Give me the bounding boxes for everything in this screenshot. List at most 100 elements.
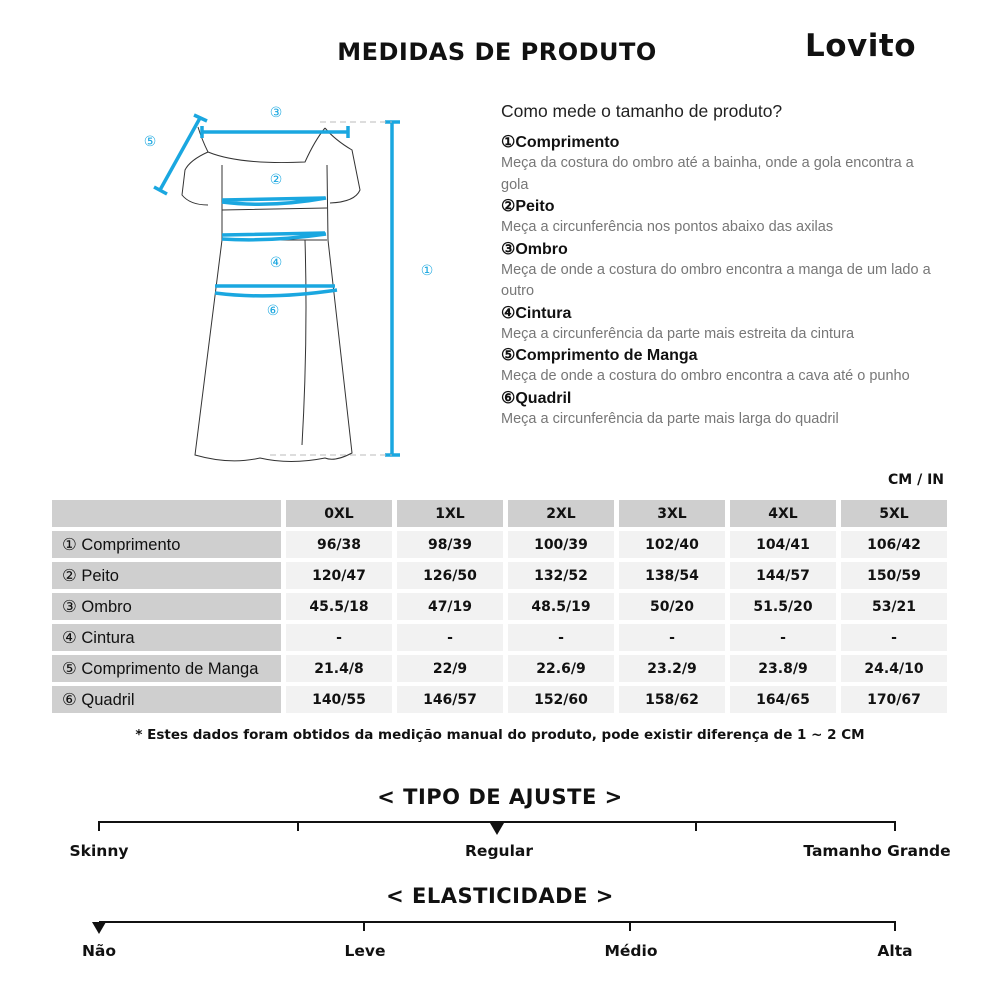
sleeve-line <box>153 113 208 196</box>
table-cell: 22.6/9 <box>508 655 614 682</box>
size-header: 2XL <box>508 500 614 527</box>
table-cell: 152/60 <box>508 686 614 713</box>
guide-item: ⑥Quadril Meça a circunferência da parte m… <box>501 388 941 431</box>
brand-logo: Lovito <box>805 28 917 64</box>
table-cell: - <box>508 624 614 651</box>
table-row: ⑥ Quadril 140/55 146/57 152/60 158/62 164/65 1… <box>52 686 947 713</box>
guide-label: ⑥Quadril <box>501 389 572 407</box>
elasticity-label-light: Leve <box>344 942 386 960</box>
marker-4: ④ <box>270 255 283 271</box>
marker-2: ② <box>270 172 283 188</box>
table-cell: 48.5/19 <box>508 593 614 620</box>
table-cell: 23.8/9 <box>730 655 836 682</box>
elasticity-label-none: Não <box>81 942 117 960</box>
page-title: MEDIDAS DE PRODUTO <box>337 38 657 66</box>
measurement-note: * Estes dados foram obtidos da medição m… <box>135 727 865 743</box>
table-cell: - <box>286 624 392 651</box>
marker-1: ① <box>421 263 434 279</box>
chest-line <box>221 196 327 206</box>
guide-heading: Como mede o tamanho de produto? <box>501 101 783 121</box>
table-cell: 24.4/10 <box>841 655 947 682</box>
row-label: ① Comprimento <box>52 531 281 558</box>
table-cell: 23.2/9 <box>619 655 725 682</box>
table-cell: 144/57 <box>730 562 836 589</box>
guide-desc: Meça a circunferência da parte mais estr… <box>501 325 855 342</box>
marker-5: ⑤ <box>144 134 157 150</box>
table-cell: - <box>619 624 725 651</box>
guide-item: ②Peito Meça a circunferência nos pontos a… <box>501 196 941 239</box>
table-cell: 132/52 <box>508 562 614 589</box>
hip-line <box>214 284 338 298</box>
guide-desc: Meça a circunferência da parte mais larg… <box>501 410 839 427</box>
guide-label: ③Ombro <box>501 240 568 258</box>
table-row: ④ Cintura - - - - - - <box>52 624 947 651</box>
size-header: 1XL <box>397 500 503 527</box>
table-cell: 45.5/18 <box>286 593 392 620</box>
marker-6: ⑥ <box>267 303 280 319</box>
fit-label-skinny: Skinny <box>69 842 129 860</box>
table-cell: 96/38 <box>286 531 392 558</box>
guide-item: ①Comprimento Meça da costura do ombro até… <box>501 132 941 196</box>
guide-label: ⑤Comprimento de Manga <box>501 347 698 364</box>
table-row: ③ Ombro 45.5/18 47/19 48.5/19 50/20 51.5/20 53… <box>52 593 947 620</box>
guide-desc: Meça da costura do ombro até a bainha, o… <box>501 155 914 193</box>
row-label: ⑥ Quadril <box>52 686 281 713</box>
table-cell: 100/39 <box>508 531 614 558</box>
table-cell: 126/50 <box>397 562 503 589</box>
fit-label-large: Tamanho Grande <box>803 842 951 860</box>
table-cell: 47/19 <box>397 593 503 620</box>
table-cell: 150/59 <box>841 562 947 589</box>
table-cell: 51.5/20 <box>730 593 836 620</box>
table-cell: 50/20 <box>619 593 725 620</box>
elasticity-label-high: Alta <box>877 942 913 960</box>
table-cell: - <box>841 624 947 651</box>
table-cell: 102/40 <box>619 531 725 558</box>
dress-details <box>221 207 328 446</box>
guide-label: ④Cintura <box>501 304 572 322</box>
table-row: ① Comprimento 96/38 98/39 100/39 102/40 104/4… <box>52 531 947 558</box>
elasticity-indicator-icon <box>92 922 106 934</box>
measurement-guide: Como mede o tamanho de produto? ①Comprim… <box>501 101 941 430</box>
size-header: 3XL <box>619 500 725 527</box>
table-cell: 21.4/8 <box>286 655 392 682</box>
guide-desc: Meça de onde a costura do ombro encontra… <box>501 261 931 300</box>
guide-label: ②Peito <box>501 198 555 215</box>
fit-indicator-icon <box>490 823 504 835</box>
guide-label: ①Comprimento <box>501 134 620 151</box>
row-label: ③ Ombro <box>52 593 281 620</box>
guide-item: ③Ombro Meça de onde a costura do ombro en… <box>501 239 941 303</box>
guide-desc: Meça a circunferência nos pontos abaixo … <box>501 219 834 235</box>
table-cell: - <box>730 624 836 651</box>
guide-item: ④Cintura Meça a circunferência da parte m… <box>501 303 941 346</box>
neckline <box>197 126 326 164</box>
elasticity-title: < ELASTICIDADE > <box>386 884 614 908</box>
size-table: 0XL 1XL 2XL 3XL 4XL 5XL ① Comprimento 96/38 98/… <box>47 496 952 717</box>
fit-type-title: < TIPO DE AJUSTE > <box>377 785 623 809</box>
dress-measurement-diagram: ③ ⑤ ② ④ ⑥ ① <box>144 105 434 462</box>
unit-label: CM / IN <box>888 472 944 488</box>
waist-line <box>221 231 327 242</box>
table-cell: 164/65 <box>730 686 836 713</box>
row-label: ② Peito <box>52 562 281 589</box>
table-row: ② Peito 120/47 126/50 132/52 138/54 144/57 150… <box>52 562 947 589</box>
table-cell: 170/67 <box>841 686 947 713</box>
marker-3: ③ <box>270 105 283 121</box>
size-header: 0XL <box>286 500 392 527</box>
sleeves <box>181 127 361 206</box>
table-cell: 53/21 <box>841 593 947 620</box>
guide-item: ⑤Comprimento de Manga Meça de onde a cost… <box>501 345 941 388</box>
guide-desc: Meça de onde a costura do ombro encontra… <box>501 368 910 384</box>
elasticity-scale <box>99 921 896 923</box>
length-line <box>385 120 400 457</box>
table-cell: 104/41 <box>730 531 836 558</box>
dress-outline <box>194 164 353 462</box>
table-header: 0XL 1XL 2XL 3XL 4XL 5XL <box>52 500 947 527</box>
size-header: 4XL <box>730 500 836 527</box>
fit-label-regular: Regular <box>465 842 533 860</box>
row-label: ⑤ Comprimento de Manga <box>52 655 281 682</box>
table-cell: 22/9 <box>397 655 503 682</box>
table-cell: 98/39 <box>397 531 503 558</box>
table-cell: 106/42 <box>841 531 947 558</box>
table-cell: 158/62 <box>619 686 725 713</box>
table-cell: 138/54 <box>619 562 725 589</box>
